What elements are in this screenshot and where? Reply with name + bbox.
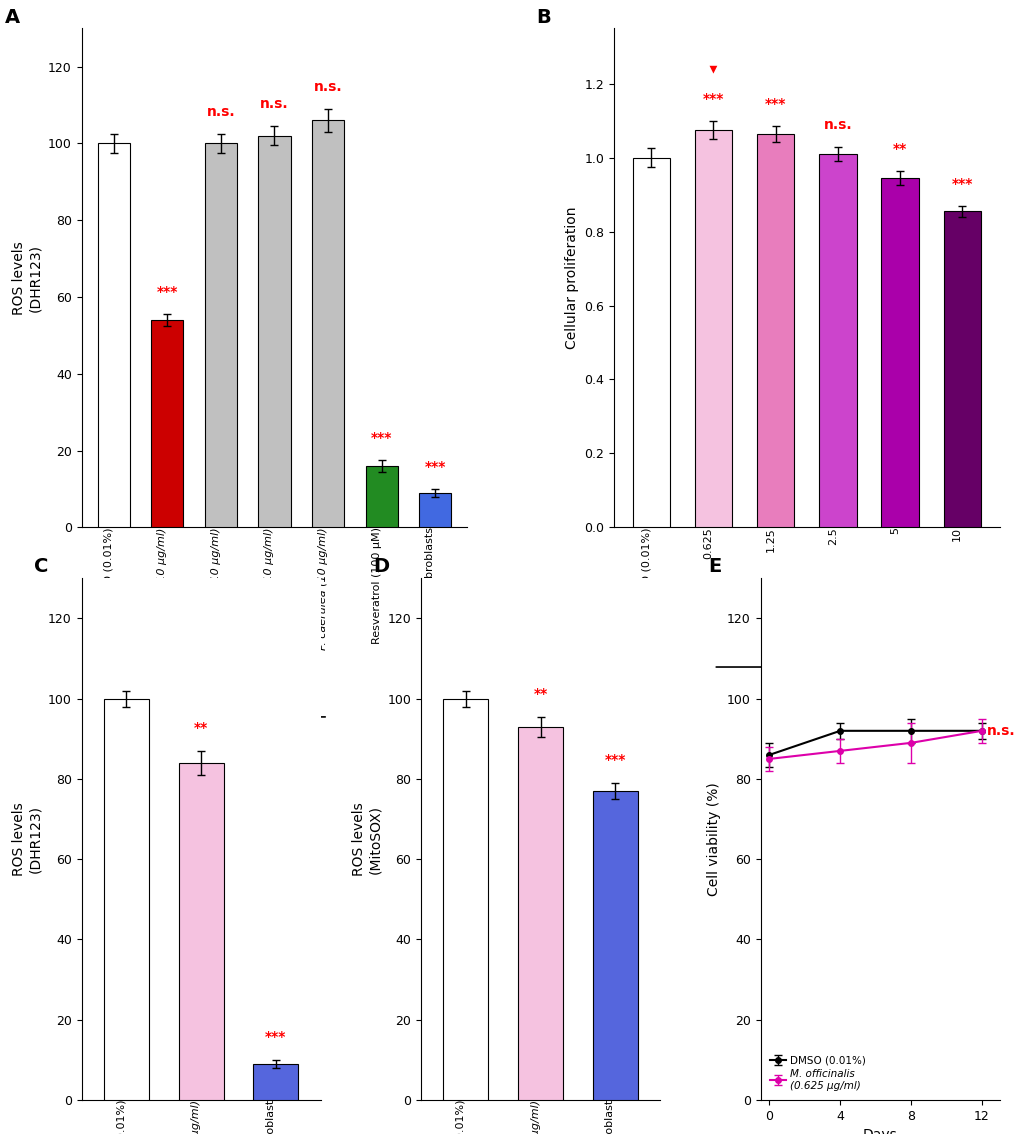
Y-axis label: ROS levels
(MitoSOX): ROS levels (MitoSOX) xyxy=(352,802,381,877)
Bar xyxy=(104,699,149,1100)
Text: M. liliiflora (10 μg/ml): M. liliiflora (10 μg/ml) xyxy=(264,527,274,646)
Text: 1.25: 1.25 xyxy=(765,527,774,552)
Text: 2.5: 2.5 xyxy=(827,527,837,545)
Text: Resveratrol (100 μM): Resveratrol (100 μM) xyxy=(371,527,381,644)
Bar xyxy=(694,130,732,527)
Text: n.s.: n.s. xyxy=(260,98,288,111)
Text: 10: 10 xyxy=(952,527,961,541)
Text: **: ** xyxy=(194,721,208,735)
Text: C: C xyxy=(34,558,48,576)
Text: B: B xyxy=(536,8,551,27)
Text: 5: 5 xyxy=(890,527,899,534)
Text: DMSO (0.01%): DMSO (0.01%) xyxy=(116,1100,126,1134)
Text: n.s.: n.s. xyxy=(822,118,851,132)
Text: ***: *** xyxy=(702,92,723,105)
Y-axis label: ROS levels
(DHR123): ROS levels (DHR123) xyxy=(12,240,43,315)
Text: Young fibroblasts: Young fibroblasts xyxy=(425,527,435,623)
Bar xyxy=(443,699,488,1100)
Text: P. odoratum (10 μg/ml): P. odoratum (10 μg/ml) xyxy=(211,527,221,655)
Bar xyxy=(258,136,290,527)
Bar xyxy=(365,466,397,527)
Text: P. caerulea (10 μg/ml): P. caerulea (10 μg/ml) xyxy=(318,527,328,650)
Text: ***: *** xyxy=(764,96,786,111)
Bar xyxy=(592,792,637,1100)
Text: ***: *** xyxy=(951,177,972,191)
Text: ***: *** xyxy=(157,286,178,299)
Text: M. officinalis (0.625 μg/ml): M. officinalis (0.625 μg/ml) xyxy=(530,1100,540,1134)
Bar xyxy=(419,493,450,527)
Y-axis label: ROS levels
(DHR123): ROS levels (DHR123) xyxy=(12,802,43,877)
Text: ***: *** xyxy=(371,431,392,446)
Text: **: ** xyxy=(533,687,547,701)
Legend: DMSO (0.01%), M. officinalis
(0.625 μg/ml): DMSO (0.01%), M. officinalis (0.625 μg/m… xyxy=(765,1051,869,1094)
Bar xyxy=(178,763,223,1100)
Y-axis label: Cell viability (%): Cell viability (%) xyxy=(707,782,720,896)
Bar xyxy=(518,727,562,1100)
Text: Senescent fibroblasts: Senescent fibroblasts xyxy=(154,752,288,764)
Text: ***: *** xyxy=(604,753,626,768)
Text: DMSO (0.01%): DMSO (0.01%) xyxy=(641,527,650,609)
Bar xyxy=(880,178,918,527)
Text: M. officinalis (0.625 μg/ml): M. officinalis (0.625 μg/ml) xyxy=(191,1100,201,1134)
Text: DMSO (0.01%): DMSO (0.01%) xyxy=(455,1100,466,1134)
Text: ***: *** xyxy=(424,460,445,474)
Bar xyxy=(756,134,794,527)
Text: Young fibroblast: Young fibroblast xyxy=(266,1100,275,1134)
Bar xyxy=(312,120,343,527)
Text: M. officinalis (10 μg/ml): M. officinalis (10 μg/ml) xyxy=(157,527,167,659)
Text: A: A xyxy=(4,8,19,27)
Text: 0.625: 0.625 xyxy=(703,527,712,559)
Text: D: D xyxy=(373,558,389,576)
Text: n.s.: n.s. xyxy=(314,81,342,94)
Bar xyxy=(632,158,669,527)
Bar xyxy=(943,211,980,527)
Bar xyxy=(818,154,856,527)
Bar xyxy=(98,144,129,527)
Text: ***: *** xyxy=(265,1030,286,1044)
Bar xyxy=(205,144,236,527)
Text: DMSO (0.01%): DMSO (0.01%) xyxy=(104,527,114,609)
Text: **: ** xyxy=(892,142,906,155)
Bar xyxy=(151,320,183,527)
Text: M. officinalis (μg/ml): M. officinalis (μg/ml) xyxy=(773,697,901,710)
Text: E: E xyxy=(707,558,720,576)
Text: n.s.: n.s. xyxy=(207,105,235,119)
Y-axis label: Cellular proliferation: Cellular proliferation xyxy=(565,206,578,349)
X-axis label: Days: Days xyxy=(862,1128,897,1134)
Text: Young fibroblast: Young fibroblast xyxy=(604,1100,614,1134)
Text: n.s.: n.s. xyxy=(986,723,1015,738)
Bar xyxy=(253,1064,298,1100)
